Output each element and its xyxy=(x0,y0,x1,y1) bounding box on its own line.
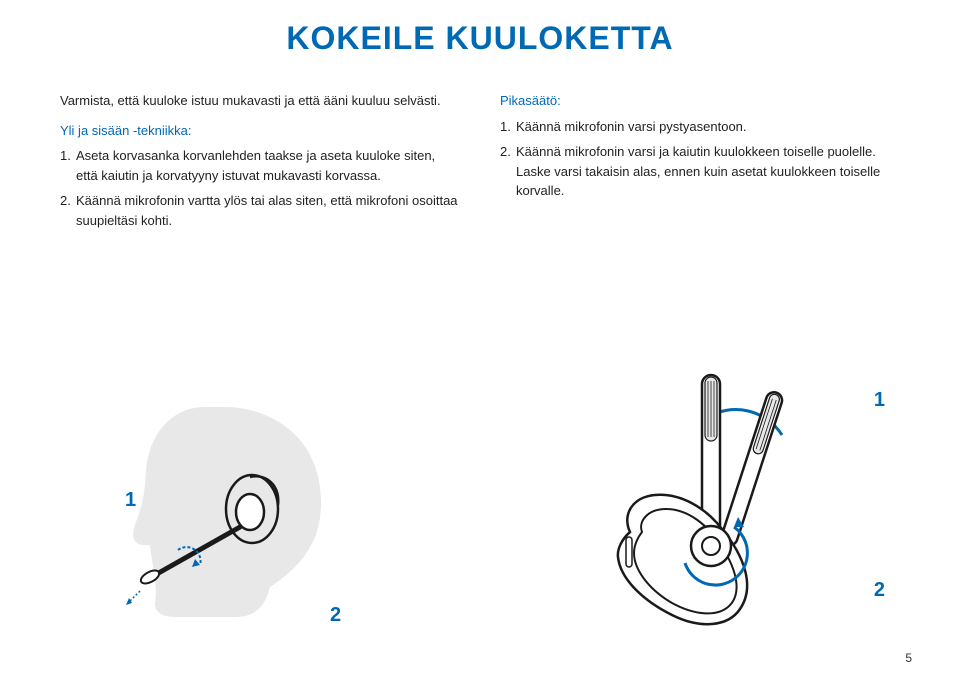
right-step-1: 1. Käännä mikrofonin varsi pystyasentoon… xyxy=(500,117,900,137)
right-column: Pikasäätö: 1. Käännä mikrofonin varsi py… xyxy=(500,91,900,236)
left-step-2: 2. Käännä mikrofonin vartta ylös tai ala… xyxy=(60,191,460,230)
step-number: 1. xyxy=(60,146,76,185)
right-step-2: 2. Käännä mikrofonin varsi ja kaiutin ku… xyxy=(500,142,900,201)
page-number: 5 xyxy=(905,651,912,665)
step-text: Käännä mikrofonin varsi pystyasentoon. xyxy=(516,117,900,137)
right-heading: Pikasäätö: xyxy=(500,91,900,111)
step-text: Käännä mikrofonin vartta ylös tai alas s… xyxy=(76,191,460,230)
step-text: Aseta korvasanka korvanlehden taakse ja … xyxy=(76,146,460,185)
step-number: 1. xyxy=(500,117,516,137)
headset-diagram-icon xyxy=(530,357,890,657)
diagram-label-left-1: 1 xyxy=(125,489,136,512)
page-title: KOKEILE KUULOKETTA xyxy=(60,20,900,57)
step-number: 2. xyxy=(60,191,76,230)
text-columns: Varmista, että kuuloke istuu mukavasti j… xyxy=(60,91,900,236)
step-text: Käännä mikrofonin varsi ja kaiutin kuulo… xyxy=(516,142,900,201)
head-diagram-icon xyxy=(100,377,400,647)
diagram-label-right-2: 2 xyxy=(874,579,885,602)
left-heading: Yli ja sisään -tekniikka: xyxy=(60,121,460,141)
diagram-label-left-2: 2 xyxy=(330,604,341,627)
diagram-area: 1 2 1 2 xyxy=(0,337,960,657)
step-number: 2. xyxy=(500,142,516,201)
left-column: Varmista, että kuuloke istuu mukavasti j… xyxy=(60,91,460,236)
intro-text: Varmista, että kuuloke istuu mukavasti j… xyxy=(60,91,460,111)
diagram-label-right-1: 1 xyxy=(874,389,885,412)
left-step-1: 1. Aseta korvasanka korvanlehden taakse … xyxy=(60,146,460,185)
